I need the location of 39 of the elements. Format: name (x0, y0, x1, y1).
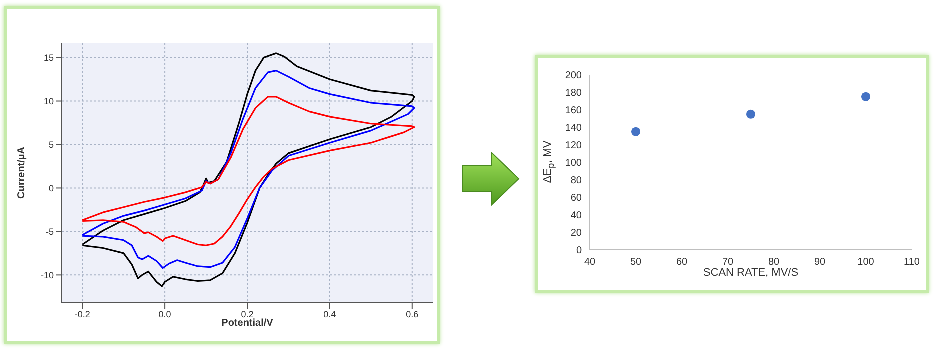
x-tick-label: 90 (814, 257, 826, 268)
x-tick-label: 0.2 (241, 309, 254, 320)
x-tick-label: 80 (768, 257, 780, 268)
y-tick-label: -10 (40, 270, 54, 280)
y-tick-label: 0 (576, 246, 582, 257)
y-tick-label: 100 (565, 158, 582, 170)
y-axis-title: Current/µA (16, 147, 28, 199)
x-tick-label: 0.0 (158, 309, 172, 320)
y-tick-label: 120 (565, 140, 582, 152)
y-tick-label: 5 (48, 140, 54, 150)
x-tick-label: 40 (584, 257, 596, 268)
y-tick-label: 60 (570, 193, 582, 204)
x-tick-label: 100 (858, 257, 875, 268)
x-tick-label: 70 (722, 257, 734, 268)
x-tick-label: 110 (904, 257, 920, 268)
y-tick-label: -5 (46, 226, 54, 237)
y-tick-label: 15 (44, 52, 54, 63)
y-tick-label: 180 (565, 88, 582, 100)
line-series (82, 70, 416, 270)
point (861, 92, 871, 102)
y-tick-label: 80 (570, 176, 582, 187)
point (631, 127, 641, 136)
y-tick-label: 160 (565, 106, 582, 117)
line-series (82, 96, 416, 246)
x-tick-label: 0.6 (406, 309, 419, 320)
point (746, 110, 756, 119)
x-tick-label: 0.4 (324, 309, 336, 320)
x-tick-label: -0.2 (74, 309, 90, 320)
x-tick-label: 50 (630, 257, 642, 268)
y-tick-label: 0 (48, 183, 54, 194)
x-axis-title: SCAN RATE, MV/S (702, 267, 800, 279)
x-axis-title: Potential/V (220, 318, 274, 329)
line-series (82, 52, 416, 288)
x-tick-label: 60 (676, 257, 688, 268)
y-tick-label: 140 (565, 123, 582, 134)
y-tick-label: 20 (570, 228, 582, 240)
y-tick-label: 200 (565, 70, 582, 82)
y-tick-label: 40 (570, 210, 582, 222)
y-tick-label: 10 (44, 96, 54, 106)
